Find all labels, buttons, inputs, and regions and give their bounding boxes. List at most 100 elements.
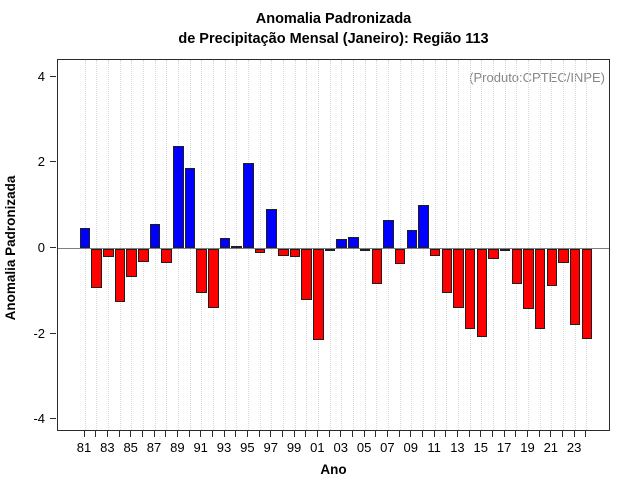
- x-tick-label: 03: [333, 440, 348, 455]
- gridline: [107, 60, 109, 430]
- bar-21: [546, 248, 558, 286]
- bar-11: [429, 248, 441, 256]
- gridline: [259, 60, 261, 430]
- bar-15: [476, 248, 488, 338]
- y-tick-label: -2: [33, 325, 45, 341]
- x-tick: [305, 431, 307, 437]
- x-tick: [491, 431, 493, 437]
- bar-10: [418, 205, 429, 249]
- bar-81: [79, 228, 91, 249]
- bar-90: [184, 168, 196, 249]
- bar-96: [254, 248, 266, 254]
- gridline: [96, 60, 98, 430]
- y-tick: [50, 75, 56, 77]
- bar-17: [499, 248, 511, 252]
- x-tick: [258, 431, 260, 437]
- y-tick: [50, 332, 56, 334]
- gridline: [586, 60, 588, 430]
- bar-86: [138, 248, 149, 263]
- y-tick: [50, 418, 56, 420]
- bar-97: [266, 208, 277, 249]
- x-tick-label: 05: [356, 440, 372, 455]
- gridline: [317, 60, 319, 430]
- gridline: [306, 60, 308, 430]
- gridline: [166, 60, 168, 430]
- chart-title-line2: de Precipitação Mensal (Janeiro): Região…: [178, 31, 489, 47]
- x-tick: [340, 431, 342, 437]
- gridline: [481, 60, 483, 430]
- plot-area: (Produto:CPTEC/INPE): [57, 59, 610, 431]
- bar-89: [173, 146, 184, 249]
- x-tick: [176, 431, 178, 437]
- x-axis-title: Ano: [320, 462, 347, 477]
- gridline: [551, 60, 553, 430]
- x-tick: [95, 431, 97, 437]
- gridline: [469, 60, 471, 430]
- gridline: [142, 60, 144, 430]
- gridline: [236, 60, 238, 430]
- x-tick: [526, 431, 528, 437]
- x-tick: [211, 431, 213, 437]
- gridline: [131, 60, 133, 430]
- source-annotation: (Produto:CPTEC/INPE): [469, 70, 605, 85]
- x-tick: [480, 431, 482, 437]
- x-tick: [293, 431, 295, 437]
- x-tick: [561, 431, 563, 437]
- gridline: [516, 60, 518, 430]
- bar-23: [569, 248, 581, 326]
- bar-95: [243, 162, 254, 249]
- bar-12: [441, 248, 453, 293]
- gridline: [329, 60, 331, 430]
- gridline: [446, 60, 448, 430]
- bar-06: [371, 248, 382, 284]
- x-tick-label: 81: [76, 440, 92, 455]
- gridline: [294, 60, 296, 430]
- gridline: [282, 60, 284, 430]
- bar-09: [406, 230, 417, 249]
- x-tick-label: 91: [193, 440, 208, 455]
- x-tick: [468, 431, 470, 437]
- bar-13: [453, 248, 464, 309]
- x-tick: [83, 431, 85, 437]
- x-tick: [235, 431, 237, 437]
- gridline: [119, 60, 121, 430]
- bar-03: [336, 239, 347, 249]
- x-tick: [456, 431, 458, 437]
- bar-87: [149, 223, 161, 249]
- y-tick-label: 2: [37, 154, 45, 170]
- bar-05: [359, 248, 371, 252]
- x-tick-label: 99: [286, 440, 302, 455]
- x-tick: [153, 431, 155, 437]
- bar-16: [488, 248, 499, 260]
- gridline: [492, 60, 494, 430]
- bar-08: [394, 248, 406, 265]
- gridline: [376, 60, 378, 430]
- y-tick: [50, 161, 56, 163]
- x-tick: [118, 431, 120, 437]
- bar-91: [196, 248, 207, 293]
- x-tick: [328, 431, 330, 437]
- x-tick: [165, 431, 167, 437]
- gridline: [527, 60, 529, 430]
- x-tick: [351, 431, 353, 437]
- bar-00: [301, 248, 312, 301]
- bar-19: [523, 248, 534, 310]
- x-tick-label: 15: [473, 440, 488, 455]
- x-tick: [188, 431, 190, 437]
- chart-title: Anomalia Padronizada de Precipitação Men…: [57, 9, 610, 49]
- gridline: [364, 60, 366, 430]
- x-tick: [550, 431, 552, 437]
- x-tick: [106, 431, 108, 437]
- bar-20: [534, 248, 546, 329]
- bar-22: [558, 248, 569, 264]
- x-tick: [503, 431, 505, 437]
- bar-93: [219, 237, 231, 249]
- x-tick: [375, 431, 377, 437]
- bar-85: [126, 248, 137, 278]
- x-tick: [538, 431, 540, 437]
- chart-title-line1: Anomalia Padronizada: [255, 11, 412, 27]
- x-tick-label: 83: [100, 440, 115, 455]
- x-tick-label: 07: [380, 440, 395, 455]
- x-tick-label: 21: [543, 440, 559, 455]
- x-tick-label: 85: [123, 440, 138, 455]
